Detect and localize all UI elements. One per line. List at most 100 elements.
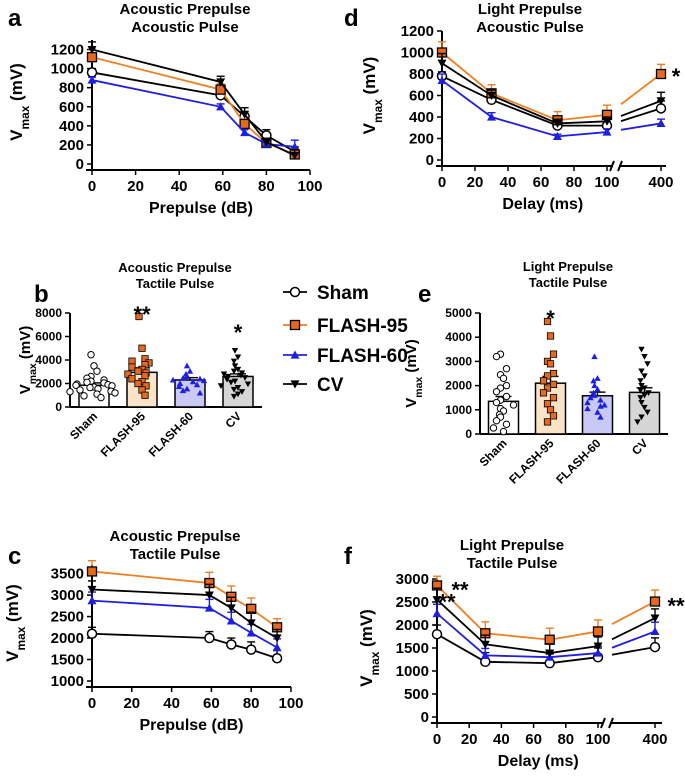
panel-e-bar [628,391,661,435]
panel-e-y-tick-label: 4000 [445,330,472,344]
panel-b-y-label: Vmax (mV) [17,326,39,395]
panel-e-scatter-point [499,374,508,383]
panel-e-scatter-point [645,390,652,397]
panel-c-data-point [245,644,257,655]
panel-f-y-tick-label: 1500 [396,640,429,657]
panel-f-x-tick-label: 80 [557,731,574,748]
legend-marker [289,319,301,331]
panel-a-x-tick-label: 80 [258,178,275,195]
panel-letter-e: e [418,281,431,308]
panel-c-x-tick-label: 40 [163,695,180,712]
panel-letter-f: f [344,543,353,570]
panel-b-category-label: FLASH-60 [146,409,197,460]
panel-b-scatter-point [175,383,183,389]
panel-b-scatter-point [231,348,239,354]
panel-a-x-tick-label: 100 [297,178,322,195]
panel-e-scatter-point [637,395,644,401]
panel-c-y-label: Vmax (mV) [3,584,28,662]
panel-f-title-line: Light Prepulse [460,537,564,554]
panel-b-scatter-point [234,354,242,361]
panel-b-scatter-point [179,375,187,381]
panel-d-title-line: Acoustic Pulse [476,19,584,36]
panel-f-y-tick-label: 3000 [396,571,429,588]
panel-c-x-tick-label: 60 [203,695,220,712]
panel-d-series-line-right [620,73,662,105]
panel-c-x-tick-label: 20 [123,695,140,712]
panel-d-data-point [437,59,447,68]
panel-e-scatter-point [641,354,648,360]
panel-e-scatter-point [546,360,555,368]
panel-b-scatter-point [134,379,142,388]
panel-b-category-label: CV [222,409,244,431]
panel-c-data-point [272,642,282,652]
panel-a-y-tick-label: 200 [59,137,84,154]
panel-e-scatter-point [492,387,501,396]
panel-c-y-tick-label: 2500 [51,609,84,626]
panel-a-data-point [290,142,300,151]
panel-c-y-tick-label: 1000 [51,673,84,690]
panel-a-x-tick-label: 40 [171,178,188,195]
panel-b-scatter-point [128,363,136,371]
panel-letter-d: d [344,5,359,32]
panel-b-scatter-point [183,362,191,369]
panel-b-scatter-point [135,312,143,321]
panel-d-x-label: Delay (ms) [502,196,583,213]
panel-b-category-label: Sham [67,409,100,442]
panel-c-data-point [204,591,214,600]
panel-e-scatter-point [509,401,518,409]
panel-d-data-point [487,91,496,100]
panel-f-series-line-right [611,630,656,649]
panel-e-scatter-point [492,416,501,425]
panel-b-scatter-point [217,383,225,390]
panel-f-x-tick-label: 20 [461,731,478,748]
panel-letter-a: a [8,5,22,32]
panel-e-scatter-point [499,427,508,436]
panel-b-scatter-point [66,388,74,396]
panel-f-data-point [649,641,661,653]
panel-f-x-tick-label: 100 [585,731,610,748]
panel-c-data-point [87,585,97,594]
panel-b-y-tick-label: 4000 [35,353,62,367]
panel-d-data-point [553,131,562,140]
panel-d-y-tick-label: 800 [409,66,434,83]
panel-d-x-tick-label: 0 [438,174,446,191]
panel-b-scatter-point [238,389,246,395]
panel-c-data-point [204,603,214,612]
legend-label-flash-60: FLASH-60 [317,346,408,367]
panel-b-scatter-point [93,367,101,375]
panel-b-y-tick-label: 6000 [35,330,62,344]
panel-a-x-tick-label: 0 [88,178,96,195]
panel-e-scatter-point [641,373,648,380]
panel-b-scatter-point [227,379,235,386]
panel-d-data-point [437,75,447,85]
panel-b-scatter-point [76,386,84,394]
panel-d-x-tick-label: 80 [566,174,583,191]
panel-f-y-tick-label: 1000 [396,663,429,680]
panel-d-x-tick-label: 100 [594,174,619,191]
panel-d-series-line-right [620,122,662,131]
panel-f-data-point [480,650,490,659]
panel-e-scatter-point [502,381,511,390]
panel-e-scatter-point [543,372,552,380]
panel-e-category-label: Sham [477,436,510,469]
panel-b-scatter-point [128,375,136,383]
panel-b-scatter-point [244,381,252,388]
panel-a-y-tick-label: 800 [59,80,84,97]
panel-c-data-point [226,639,237,650]
panel-b-scatter-point [234,385,242,391]
panel-a-y-tick-label: 600 [59,99,84,116]
panel-b-scatter-point [183,385,191,392]
panel-f-axis-break [608,717,614,729]
panel-e-scatter-point [601,401,608,408]
panel-c-series-line [91,570,278,629]
panel-b-scatter-point [223,376,231,383]
panel-f-significance-star: ** [451,577,469,602]
panel-d-x-tick-label: 20 [467,174,484,191]
panel-e-scatter-point [641,404,648,411]
panel-c-data-point [204,632,215,644]
legend-marker [290,380,300,389]
panel-d-y-tick-label: 1000 [401,45,434,62]
panel-b-title-line: Acoustic Prepulse [118,260,231,275]
